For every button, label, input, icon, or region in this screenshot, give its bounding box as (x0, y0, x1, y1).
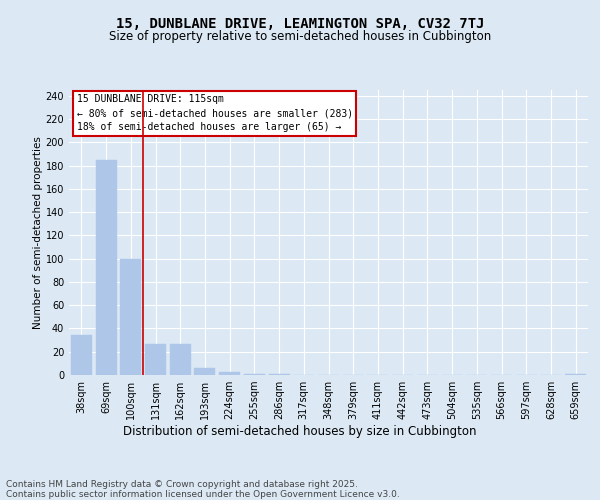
Bar (145, 344, 166, 375)
Bar (95, 160, 116, 375)
Text: Contains HM Land Registry data © Crown copyright and database right 2025.
Contai: Contains HM Land Registry data © Crown c… (6, 480, 400, 499)
Text: Size of property relative to semi-detached houses in Cubbington: Size of property relative to semi-detach… (109, 30, 491, 43)
Bar (194, 368, 215, 375)
Bar (120, 258, 141, 375)
Text: Distribution of semi-detached houses by size in Cubbington: Distribution of semi-detached houses by … (123, 424, 477, 438)
Bar (244, 374, 265, 375)
Bar (565, 374, 586, 375)
Y-axis label: Number of semi-detached properties: Number of semi-detached properties (33, 136, 43, 329)
Text: 15 DUNBLANE DRIVE: 115sqm
← 80% of semi-detached houses are smaller (283)
18% of: 15 DUNBLANE DRIVE: 115sqm ← 80% of semi-… (77, 94, 353, 132)
Bar (170, 344, 191, 375)
Bar (269, 374, 290, 375)
Bar (71, 336, 92, 375)
Bar (219, 372, 240, 375)
Text: 15, DUNBLANE DRIVE, LEAMINGTON SPA, CV32 7TJ: 15, DUNBLANE DRIVE, LEAMINGTON SPA, CV32… (116, 18, 484, 32)
